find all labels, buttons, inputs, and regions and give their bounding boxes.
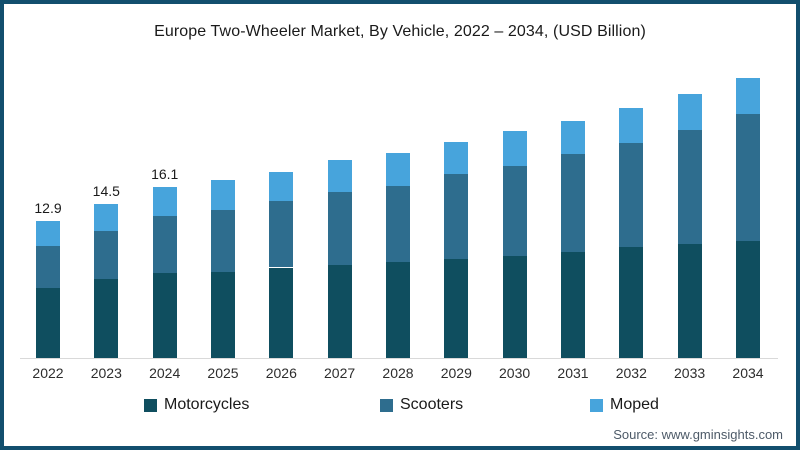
- bar-total-label-2024: 16.1: [151, 165, 179, 182]
- bar-segment-moped-2034: [736, 77, 760, 115]
- x-axis-label-2034: 2034: [732, 365, 764, 381]
- bar-segment-scooters-2022: [36, 246, 60, 288]
- bar-segment-scooters-2026: [269, 201, 294, 268]
- bar-segment-motorcycles-2033: [677, 244, 702, 358]
- bar-segment-moped-2029: [444, 141, 469, 174]
- x-axis-label-2027: 2027: [324, 365, 356, 381]
- bar-segment-motorcycles-2028: [386, 262, 410, 358]
- legend-swatch-icon: [380, 398, 393, 412]
- x-axis-label-2031: 2031: [557, 365, 589, 381]
- legend-label: Moped: [610, 396, 659, 413]
- legend-label: Motorcycles: [164, 396, 250, 413]
- bar-segment-moped-2033: [677, 93, 702, 131]
- bar-segment-scooters-2028: [386, 185, 410, 263]
- plot-area: 12.9 2022 14.5 2023 16.1 2024 2025 2026 2027 2028…: [4, 4, 796, 446]
- x-axis-label-2030: 2030: [499, 365, 531, 381]
- x-axis-label-2032: 2032: [615, 365, 647, 381]
- bar-segment-moped-2023: [94, 203, 119, 232]
- legend-swatch-icon: [590, 398, 603, 412]
- bar-segment-scooters-2032: [619, 142, 644, 248]
- source-text: Source: www.gminsights.com: [613, 427, 783, 442]
- bar-segment-moped-2031: [561, 120, 585, 154]
- bar-segment-moped-2032: [619, 107, 644, 143]
- legend-item-moped: Moped: [590, 396, 659, 414]
- x-axis-line: [20, 358, 778, 359]
- bar-segment-scooters-2023: [94, 231, 119, 280]
- legend-label: Scooters: [400, 396, 464, 413]
- x-axis-label-2033: 2033: [674, 365, 706, 381]
- legend-item-motorcycles: Motorcycles: [144, 396, 249, 414]
- bar-segment-motorcycles-2023: [94, 279, 119, 358]
- bar-segment-motorcycles-2031: [561, 251, 585, 358]
- bar-total-label-2022: 12.9: [34, 199, 62, 216]
- bar-segment-motorcycles-2025: [211, 271, 235, 358]
- bar-segment-moped-2024: [152, 186, 177, 217]
- bar-segment-motorcycles-2030: [502, 255, 527, 358]
- bar-segment-scooters-2024: [152, 216, 177, 273]
- x-axis-label-2024: 2024: [149, 365, 181, 381]
- bar-total-label-2023: 14.5: [92, 182, 120, 199]
- bar-segment-motorcycles-2032: [619, 247, 644, 358]
- bar-segment-moped-2026: [269, 171, 294, 202]
- bar-segment-moped-2028: [386, 152, 410, 186]
- bar-segment-scooters-2034: [736, 114, 760, 241]
- bar-segment-motorcycles-2024: [152, 272, 177, 358]
- bar-segment-moped-2030: [502, 131, 527, 167]
- x-axis-label-2022: 2022: [32, 365, 64, 381]
- x-axis-label-2029: 2029: [440, 365, 472, 381]
- bar-segment-motorcycles-2026: [269, 267, 294, 358]
- x-axis-label-2026: 2026: [265, 365, 297, 381]
- x-axis-label-2025: 2025: [207, 365, 239, 381]
- bar-segment-moped-2025: [211, 180, 235, 210]
- legend-swatch-icon: [144, 398, 157, 412]
- bar-segment-scooters-2025: [211, 210, 235, 272]
- bar-segment-motorcycles-2034: [736, 240, 760, 358]
- bar-segment-scooters-2027: [327, 191, 352, 266]
- bar-segment-scooters-2031: [561, 153, 585, 252]
- legend-item-scooters: Scooters: [380, 396, 463, 414]
- bar-segment-motorcycles-2022: [36, 287, 60, 358]
- bar-segment-scooters-2033: [677, 130, 702, 245]
- legend: Motorcycles Scooters Moped: [4, 396, 796, 416]
- bar-segment-scooters-2029: [444, 173, 469, 259]
- x-axis-label-2023: 2023: [90, 365, 122, 381]
- chart-title: Europe Two-Wheeler Market, By Vehicle, 2…: [154, 23, 646, 40]
- bar-segment-scooters-2030: [502, 166, 527, 256]
- x-axis-label-2028: 2028: [382, 365, 414, 381]
- bar-segment-motorcycles-2029: [444, 259, 469, 358]
- bar-segment-moped-2022: [36, 220, 60, 247]
- bar-segment-motorcycles-2027: [327, 265, 352, 358]
- bar-segment-moped-2027: [327, 159, 352, 192]
